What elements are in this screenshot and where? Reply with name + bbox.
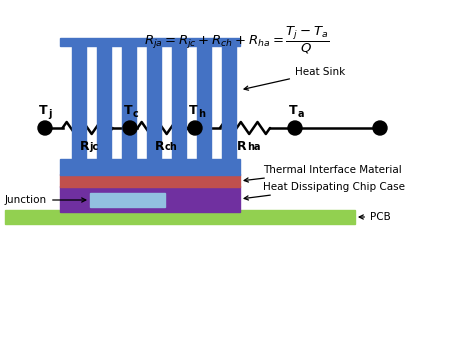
Bar <box>72 44 86 159</box>
Bar <box>60 186 240 212</box>
Text: T: T <box>124 104 132 117</box>
Bar <box>60 174 240 187</box>
Bar <box>172 44 186 159</box>
Text: T: T <box>189 104 197 117</box>
Text: Heat Dissipating Chip Case: Heat Dissipating Chip Case <box>244 182 405 200</box>
Text: j: j <box>48 109 52 119</box>
Circle shape <box>38 121 52 135</box>
Text: T: T <box>289 104 297 117</box>
Bar <box>147 44 161 159</box>
Bar <box>60 159 240 175</box>
Bar <box>60 38 240 46</box>
Bar <box>5 210 355 224</box>
Bar <box>222 44 236 159</box>
Circle shape <box>373 121 387 135</box>
Text: R: R <box>237 140 247 153</box>
Text: R: R <box>80 140 89 153</box>
Text: Junction: Junction <box>5 195 86 205</box>
Circle shape <box>123 121 137 135</box>
Bar <box>97 44 111 159</box>
Text: Thermal Interface Material: Thermal Interface Material <box>244 165 402 182</box>
Text: R: R <box>155 140 164 153</box>
Circle shape <box>188 121 202 135</box>
Text: ha: ha <box>247 142 261 152</box>
Bar <box>197 44 211 159</box>
Text: PCB: PCB <box>359 212 391 222</box>
Text: a: a <box>298 109 304 119</box>
Text: Heat Sink: Heat Sink <box>244 67 345 90</box>
Text: h: h <box>198 109 205 119</box>
Text: jc: jc <box>90 142 99 152</box>
Text: c: c <box>133 109 139 119</box>
Bar <box>122 44 136 159</box>
Bar <box>90 193 165 207</box>
Text: $R_{ja} = R_{jc} + R_{ch} + R_{ha} = \dfrac{T_j - T_a}{Q}$: $R_{ja} = R_{jc} + R_{ch} + R_{ha} = \df… <box>145 25 329 56</box>
Text: ch: ch <box>164 142 177 152</box>
Circle shape <box>288 121 302 135</box>
Text: T: T <box>39 104 47 117</box>
